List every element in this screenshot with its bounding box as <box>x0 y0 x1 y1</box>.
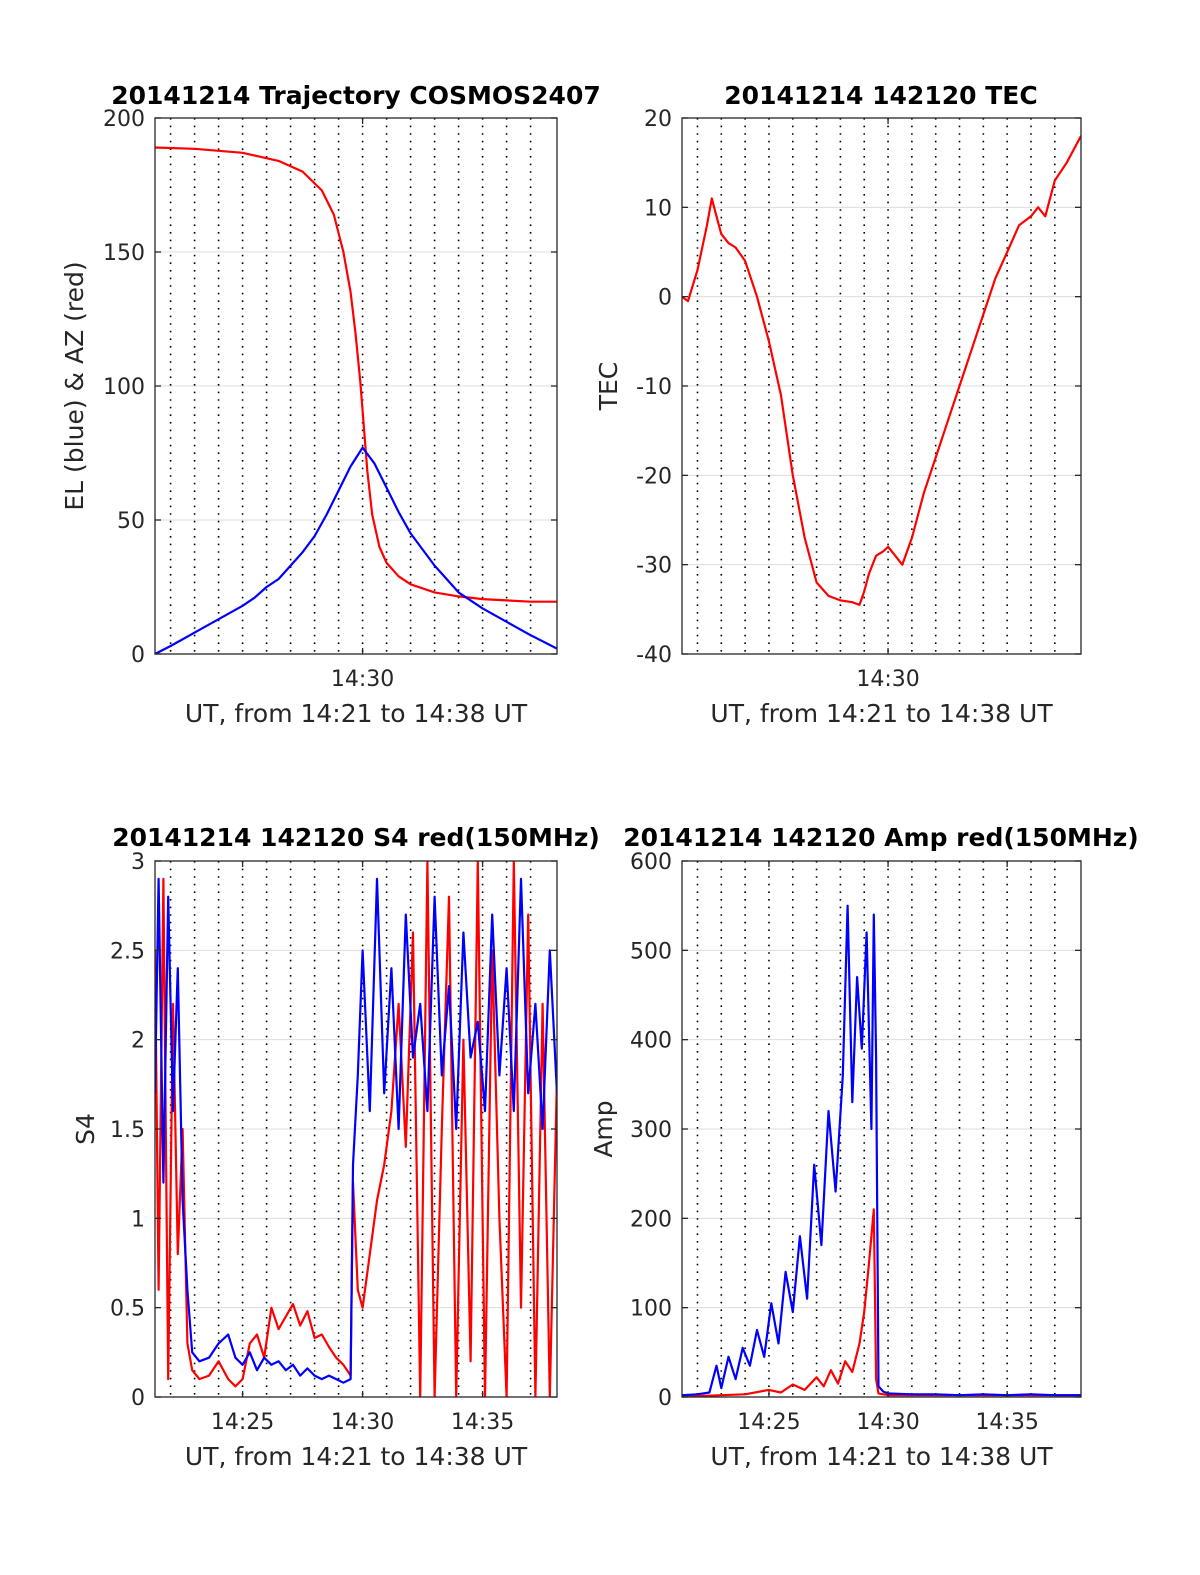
series-line-0 <box>155 146 557 603</box>
y-tick-label: 500 <box>630 939 672 964</box>
x-tick-label: 14:30 <box>331 1410 394 1435</box>
x-tick-label: 14:30 <box>331 667 394 692</box>
x-tick-label: 14:25 <box>737 1410 800 1435</box>
chart-p3: 0 0.5 1 1.5 2 2.5 3 14:25 14:30 14:35 20141214 142… <box>71 823 600 1471</box>
y-axis-label: EL (blue) & AZ (red) <box>60 261 89 510</box>
y-tick-label: 3 <box>131 850 145 875</box>
y-tick-label: 2.5 <box>110 939 145 964</box>
x-axis-label: UT, from 14:21 to 14:38 UT <box>710 699 1053 728</box>
y-tick-label: 0 <box>131 643 145 668</box>
y-tick-label: 200 <box>103 107 145 132</box>
series-line-1 <box>155 446 557 654</box>
y-tick-label: 600 <box>630 850 672 875</box>
y-tick-label: 10 <box>644 196 672 221</box>
y-tick-label: 300 <box>630 1118 672 1143</box>
x-tick-label: 14:35 <box>975 1410 1038 1435</box>
y-tick-label: 0 <box>658 1386 672 1411</box>
chart-p1: 0 50 100 150 200 14:30 20141214 Trajectory COS… <box>60 81 601 728</box>
y-tick-label: 150 <box>103 241 145 266</box>
y-tick-label: 0 <box>658 286 672 311</box>
chart-p4: 0 100 200 300 400 500 600 14:25 14:30 14:35 201412… <box>589 823 1139 1471</box>
y-tick-label: 100 <box>630 1297 672 1322</box>
y-axis-label: S4 <box>71 1113 100 1145</box>
y-tick-label: 100 <box>103 375 145 400</box>
series-line-0 <box>682 1208 1081 1397</box>
y-axis-label: Amp <box>589 1100 618 1157</box>
x-tick-label: 14:25 <box>211 1410 274 1435</box>
y-tick-label: 0 <box>131 1386 145 1411</box>
y-tick-label: 2 <box>131 1029 145 1054</box>
chart-title: 20141214 142120 S4 red(150MHz) <box>112 823 600 852</box>
y-tick-label: 200 <box>630 1207 672 1232</box>
y-tick-label: 400 <box>630 1029 672 1054</box>
x-tick-label: 14:35 <box>451 1410 514 1435</box>
y-tick-label: 1.5 <box>110 1118 145 1143</box>
y-tick-label: -30 <box>636 554 672 579</box>
x-tick-label: 14:30 <box>856 1410 919 1435</box>
x-axis-label: UT, from 14:21 to 14:38 UT <box>710 1442 1053 1471</box>
y-tick-label: 50 <box>117 509 145 534</box>
chart-title: 20141214 Trajectory COSMOS2407 <box>111 81 601 110</box>
chart-p2: -40 -30 -20 -10 0 10 20 14:30 20141214 142120 TE… <box>594 81 1082 728</box>
x-axis-label: UT, from 14:21 to 14:38 UT <box>185 1442 528 1471</box>
x-tick-label: 14:30 <box>856 667 919 692</box>
y-tick-label: -20 <box>636 464 672 489</box>
y-tick-label: -40 <box>636 643 672 668</box>
chart-title: 20141214 142120 TEC <box>724 81 1037 110</box>
y-tick-label: 1 <box>131 1207 145 1232</box>
y-tick-label: -10 <box>636 375 672 400</box>
series-line-1 <box>155 877 557 1384</box>
y-tick-label: 20 <box>644 107 672 132</box>
chart-title: 20141214 142120 Amp red(150MHz) <box>623 823 1139 852</box>
series-line-0 <box>682 135 1081 607</box>
y-axis-label: TEC <box>594 362 623 412</box>
y-tick-label: 0.5 <box>110 1297 145 1322</box>
series-line-1 <box>682 904 1081 1397</box>
x-axis-label: UT, from 14:21 to 14:38 UT <box>185 699 528 728</box>
